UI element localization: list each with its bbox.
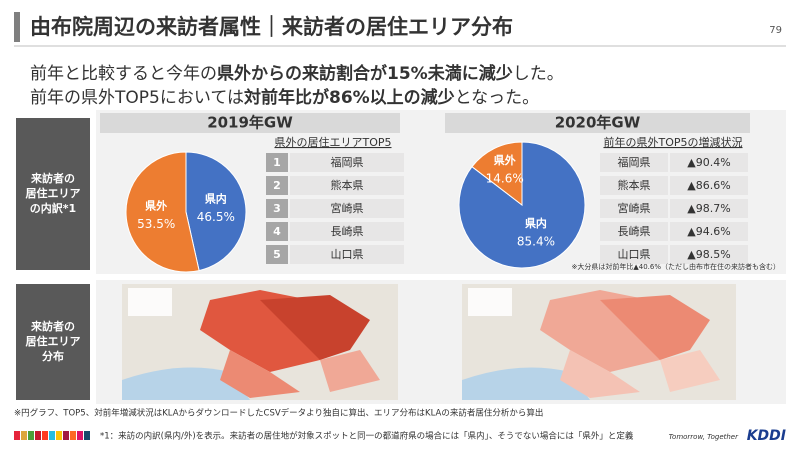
footnote: *1：来訪の内訳(県内/外)を表示。来訪者の居住地が対象スポットと同一の都道府県… (100, 431, 634, 442)
pie-value-label: 85.4% (517, 235, 555, 249)
table-cell (290, 176, 404, 195)
pie-value-label: 46.5% (197, 210, 235, 224)
table-title: 県外の居住エリアTOP5 (274, 135, 391, 149)
table-cell (600, 222, 668, 241)
table-text: 長崎県 (331, 224, 364, 238)
table-index-cell (266, 199, 288, 218)
table-text: ▲90.4% (687, 156, 730, 169)
table-text: 宮崎県 (331, 201, 364, 215)
table-index: 1 (273, 156, 281, 169)
row-label-box (16, 118, 90, 270)
headline: 前年の県外TOP5においては対前年比が86%以上の減少となった。 (30, 87, 539, 108)
headline-emphasis: 県外からの来訪割合が15%未満に減少 (217, 63, 513, 84)
table-index-cell (266, 153, 288, 172)
row-label: 分布 (42, 349, 64, 363)
table-text: 福岡県 (331, 155, 364, 169)
table-cell (670, 222, 748, 241)
table-title: 前年の県外TOP5の増減状況 (603, 135, 742, 149)
page-number: 79 (769, 25, 782, 36)
logo-tagline: Tomorrow, Together (669, 433, 739, 441)
pie-category-label: 県内 (205, 192, 227, 206)
table-cell (670, 199, 748, 218)
table-index: 5 (273, 248, 281, 261)
table-cell (290, 222, 404, 241)
table-cell (600, 245, 668, 264)
pie-slice (471, 141, 523, 207)
table-text: 熊本県 (618, 178, 651, 192)
table-index: 3 (273, 202, 281, 215)
table-text: 山口県 (618, 248, 651, 261)
table-text: 福岡県 (618, 155, 651, 169)
row-label: 来訪者の (30, 319, 75, 333)
table-index-cell (266, 222, 288, 241)
table-index: 2 (273, 179, 281, 192)
table-index-cell (266, 176, 288, 195)
row-label: 来訪者の (30, 171, 75, 185)
chart-header (445, 113, 750, 133)
pie-slice (125, 151, 200, 273)
pie-category-label: 県内 (525, 216, 547, 230)
pie-value-label: 53.5% (137, 217, 175, 231)
row-label: の内訳*1 (30, 201, 76, 215)
table-cell (670, 153, 748, 172)
map (462, 284, 736, 400)
table-text: 宮崎県 (618, 201, 651, 215)
chart-header (100, 113, 400, 133)
headline-text: した。 (513, 64, 564, 84)
map (122, 284, 398, 400)
table-text: ▲86.6% (687, 179, 730, 192)
row-label: 居住エリア (26, 186, 81, 200)
title-accent (14, 12, 20, 42)
table-cell (290, 245, 404, 264)
pie-slice (185, 151, 247, 272)
table-text: ▲98.5% (687, 248, 730, 261)
table-cell (670, 176, 748, 195)
row-label: 居住エリア (26, 334, 81, 348)
table-text: 熊本県 (331, 178, 364, 192)
table-text: 山口県 (331, 248, 364, 261)
headline-text: 前年の県外TOP5においては (30, 88, 244, 108)
headline-emphasis: 対前年比が86%以上の減少 (243, 87, 455, 108)
chart-title: 2019年GW (207, 114, 293, 132)
note: ※大分県は対前年比▲40.6%（ただし由布市在住の来訪者も含む） (572, 262, 781, 271)
row-label-box (16, 284, 90, 400)
table-text: 長崎県 (618, 224, 651, 238)
pie-value-label: 14.6% (486, 171, 524, 185)
table-cell (600, 176, 668, 195)
pie-category-label: 県外 (145, 198, 167, 212)
headline: 前年と比較すると今年の県外からの来訪割合が15%未満に減少した。 (30, 63, 564, 84)
table-text: ▲94.6% (687, 225, 730, 238)
source-note: ※円グラフ、TOP5、対前年増減状況はKLAからダウンロードしたCSVデータより… (14, 408, 543, 419)
table-cell (600, 199, 668, 218)
slide-title: 由布院周辺の来訪者属性｜来訪者の居住エリア分布 (30, 15, 513, 39)
table-index-cell (266, 245, 288, 264)
table-text: ▲98.7% (687, 202, 730, 215)
table-cell (290, 153, 404, 172)
table-cell (670, 245, 748, 264)
logo-brand: KDDI (747, 428, 786, 444)
table-cell (290, 199, 404, 218)
footer-strip (14, 431, 90, 440)
headline-text: 前年と比較すると今年の (30, 64, 217, 84)
chart-title: 2020年GW (555, 114, 641, 132)
headline-text: となった。 (455, 88, 540, 108)
pie-category-label: 県外 (494, 153, 516, 167)
table-cell (600, 153, 668, 172)
table-index: 4 (273, 225, 281, 238)
